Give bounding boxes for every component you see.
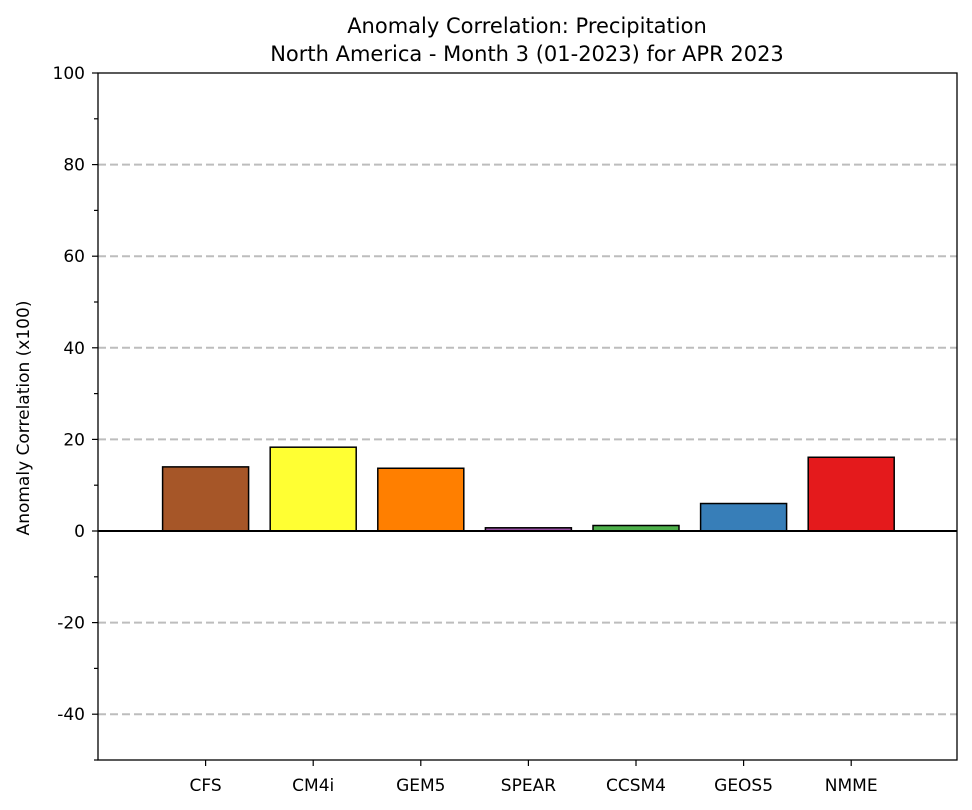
y-tick-label: 20: [63, 430, 85, 450]
gridlines: [98, 163, 957, 716]
bar-cfs: [161, 466, 250, 532]
plot-frame: [97, 72, 958, 761]
y-tick-label: -20: [57, 614, 85, 634]
y-tick-label: -40: [57, 705, 85, 725]
bar-gem5: [377, 467, 465, 532]
x-tick-label: NMME: [825, 776, 878, 796]
bar-cm4i: [269, 446, 357, 532]
x-tick-label: CCSM4: [606, 776, 666, 796]
y-tick-label: 80: [63, 156, 85, 176]
x-tick-label: CM4i: [292, 776, 334, 796]
y-tick-label: 40: [63, 339, 85, 359]
y-tick-label: 60: [63, 247, 85, 267]
y-tick-label: 100: [53, 64, 85, 84]
bar-geos5: [699, 502, 788, 532]
y-axis-label: Anomaly Correlation (x100): [14, 301, 34, 536]
x-tick-label: GEOS5: [714, 776, 773, 796]
x-tick-label: GEM5: [396, 776, 445, 796]
chart-title: Anomaly Correlation: Precipitation: [347, 14, 707, 38]
bar-nmme: [807, 456, 895, 532]
x-tick-label: CFS: [190, 776, 222, 796]
x-tick-label: SPEAR: [501, 776, 556, 796]
y-tick-label: 0: [74, 522, 85, 542]
axes: -40 -20 0 20 40 60 80 100 CFS CM4i GEM5 SPEAR CCSM4 G…: [53, 64, 958, 796]
bars: [161, 446, 895, 532]
chart-subtitle: North America - Month 3 (01-2023) for AP…: [270, 42, 784, 66]
